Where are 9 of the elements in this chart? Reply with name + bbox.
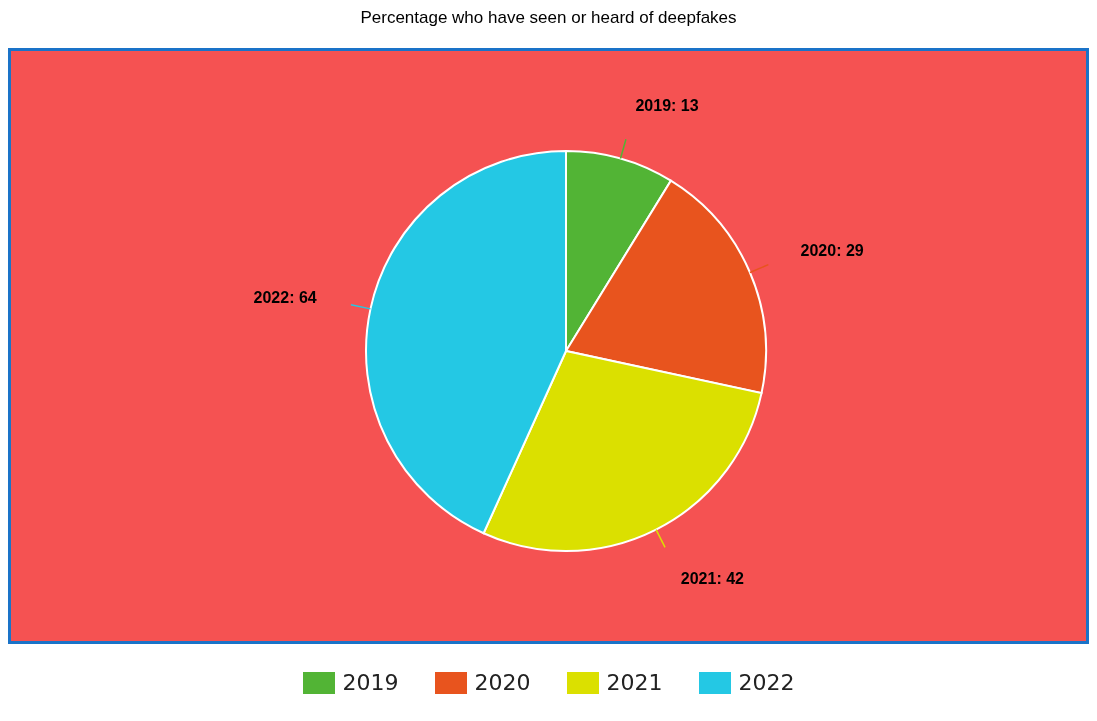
legend-label: 2021 [606,670,663,695]
data-label: 2022: 64 [253,288,317,306]
data-label: 2020: 29 [800,242,864,260]
data-label: 2021: 42 [680,570,745,588]
legend-label: 2020 [474,670,531,695]
data-label: 2019: 13 [635,97,699,115]
legend-label: 2022 [738,670,795,695]
chart-title: Percentage who have seen or heard of deepfakes [359,8,738,29]
legend-label: 2019 [342,670,399,695]
